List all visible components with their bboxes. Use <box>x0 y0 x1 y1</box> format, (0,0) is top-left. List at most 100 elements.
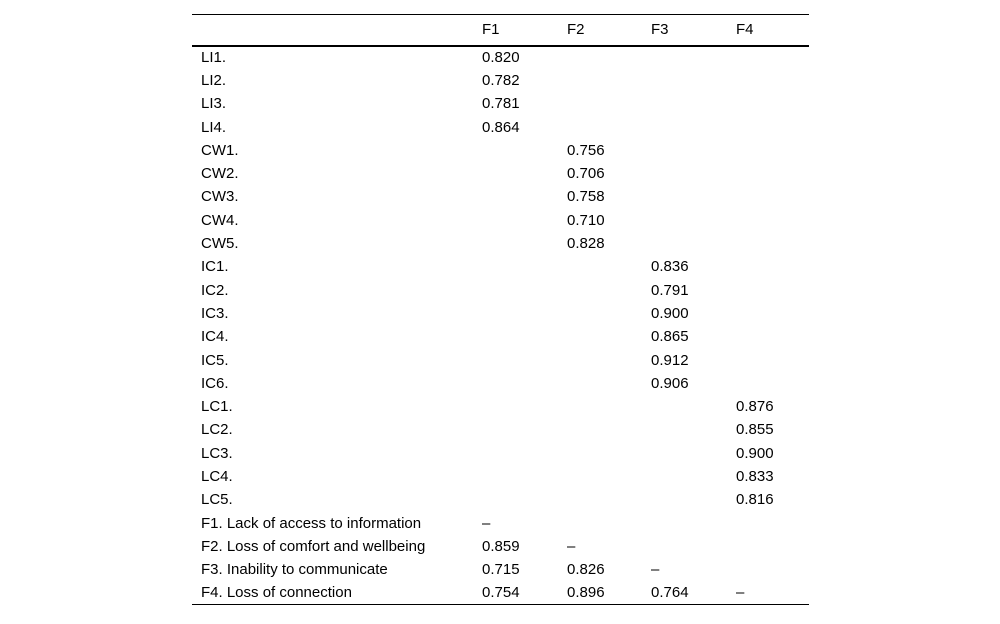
column-header-f1: F1 <box>482 21 500 39</box>
cell-value <box>567 69 651 92</box>
cell-value <box>736 139 809 162</box>
cell-value <box>736 511 809 534</box>
row-label: LC4. <box>201 467 233 485</box>
cell-value: 0.826 <box>567 561 605 579</box>
cell-value <box>651 465 736 488</box>
cell-value <box>482 325 567 348</box>
cell-value: – <box>482 514 491 532</box>
cell-value <box>567 278 651 301</box>
cell-value <box>482 302 567 325</box>
row-label: F2. Loss of comfort and wellbeing <box>201 537 426 555</box>
cell-value <box>651 92 736 115</box>
table-row: F1. Lack of access to information – <box>192 511 809 534</box>
cell-value: 0.756 <box>567 141 605 159</box>
cell-value: 0.828 <box>567 235 605 253</box>
cell-value <box>567 348 651 371</box>
table-row: F2. Loss of comfort and wellbeing 0.859 – <box>192 535 809 558</box>
cell-value <box>736 185 809 208</box>
column-header-f4: F4 <box>736 21 754 39</box>
table-row: LC3. 0.900 <box>192 442 809 465</box>
table-row: IC3. 0.900 <box>192 302 809 325</box>
cell-value <box>482 185 567 208</box>
factor-loading-table: F1 F2 F3 F4 LI1. 0.820 LI2. 0.782 LI3. 0.781 LI4.… <box>192 14 809 606</box>
cell-value: 0.833 <box>736 467 774 485</box>
cell-value <box>651 46 736 69</box>
cell-value <box>482 162 567 185</box>
cell-value <box>567 325 651 348</box>
cell-value <box>482 442 567 465</box>
table-row: IC2. 0.791 <box>192 278 809 301</box>
cell-value: 0.710 <box>567 211 605 229</box>
row-label: IC2. <box>201 281 229 299</box>
cell-value <box>736 115 809 138</box>
cell-value <box>651 418 736 441</box>
cell-value <box>736 255 809 278</box>
row-label: IC1. <box>201 258 229 276</box>
cell-value <box>567 92 651 115</box>
cell-value <box>482 255 567 278</box>
cell-value <box>736 535 809 558</box>
row-label: LC5. <box>201 491 233 509</box>
cell-value <box>736 558 809 581</box>
cell-value <box>736 209 809 232</box>
table-row: CW2. 0.706 <box>192 162 809 185</box>
cell-value: 0.876 <box>736 398 774 416</box>
cell-value: 0.781 <box>482 95 520 113</box>
cell-value <box>651 488 736 511</box>
cell-value: 0.906 <box>651 374 689 392</box>
table-row: LI2. 0.782 <box>192 69 809 92</box>
cell-value: 0.758 <box>567 188 605 206</box>
cell-value <box>736 325 809 348</box>
table-body: LI1. 0.820 LI2. 0.782 LI3. 0.781 LI4. 0.864 CW1.… <box>192 46 809 605</box>
cell-value <box>651 209 736 232</box>
cell-value <box>651 185 736 208</box>
row-label: LI2. <box>201 71 227 89</box>
table-row: F4. Loss of connection 0.754 0.896 0.764 – <box>192 581 809 604</box>
cell-value <box>567 511 651 534</box>
cell-value <box>736 92 809 115</box>
cell-value <box>567 46 651 69</box>
cell-value: 0.912 <box>651 351 689 369</box>
row-label: IC4. <box>201 328 229 346</box>
table-row: LI1. 0.820 <box>192 46 809 69</box>
row-label: F4. Loss of connection <box>201 584 352 602</box>
row-label: CW2. <box>201 165 239 183</box>
row-label: LC1. <box>201 398 233 416</box>
cell-value <box>651 442 736 465</box>
row-label: LI1. <box>201 49 227 67</box>
cell-value <box>651 69 736 92</box>
row-label: IC3. <box>201 304 229 322</box>
cell-value <box>482 395 567 418</box>
table-row: IC1. 0.836 <box>192 255 809 278</box>
cell-value <box>736 69 809 92</box>
row-label: LC3. <box>201 444 233 462</box>
cell-value <box>567 488 651 511</box>
cell-value <box>567 302 651 325</box>
cell-value: 0.855 <box>736 421 774 439</box>
cell-value <box>736 232 809 255</box>
cell-value: 0.715 <box>482 561 520 579</box>
row-label-header <box>192 15 482 46</box>
cell-value <box>482 278 567 301</box>
table-row: IC4. 0.865 <box>192 325 809 348</box>
row-label: F1. Lack of access to information <box>201 514 422 532</box>
cell-value: 0.816 <box>736 491 774 509</box>
factor-table-container: F1 F2 F3 F4 LI1. 0.820 LI2. 0.782 LI3. 0.781 LI4.… <box>192 14 809 606</box>
cell-value <box>736 46 809 69</box>
cell-value <box>651 395 736 418</box>
cell-value <box>567 442 651 465</box>
row-label: LI4. <box>201 118 227 136</box>
row-label: F3. Inability to communicate <box>201 561 388 579</box>
cell-value <box>736 372 809 395</box>
cell-value: 0.706 <box>567 165 605 183</box>
cell-value <box>651 139 736 162</box>
table-row: LI3. 0.781 <box>192 92 809 115</box>
cell-value: 0.900 <box>651 304 689 322</box>
column-header-f2: F2 <box>567 21 585 39</box>
cell-value: 0.764 <box>651 584 689 602</box>
cell-value: 0.754 <box>482 584 520 602</box>
table-row: LC4. 0.833 <box>192 465 809 488</box>
row-label: CW3. <box>201 188 239 206</box>
column-header-f3: F3 <box>651 21 669 39</box>
table-row: CW1. 0.756 <box>192 139 809 162</box>
